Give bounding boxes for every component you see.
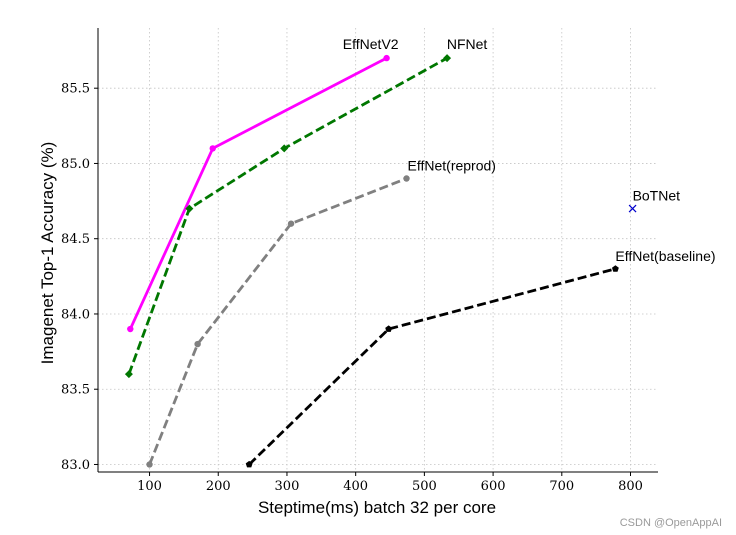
data-point-effnetv2 [383,54,390,62]
data-point-effnet-reprod [146,461,153,468]
series-label-effnet-baseline: EffNet(baseline) [615,248,715,264]
y-axis-title: Imagenet Top-1 Accuracy (%) [38,142,57,365]
x-tick-label: 300 [275,479,300,494]
x-tick-label: 800 [618,479,643,494]
x-axis-title: Steptime(ms) batch 32 per core [258,498,496,517]
series-label-nfnet: NFNet [447,36,488,52]
data-point-effnet-baseline [245,460,253,468]
data-point-nfnet [443,54,452,63]
data-point-effnetv2 [209,145,216,152]
data-point-botnet [628,204,637,213]
data-point-effnet-baseline [385,325,393,332]
y-tick-label: 83.5 [61,383,90,398]
data-point-effnet-reprod [194,340,201,348]
grid-lines [98,28,658,472]
data-point-effnet-reprod [403,175,410,182]
y-tick-label: 84.5 [61,232,90,247]
data-point-effnetv2 [127,325,134,333]
ticks: 100 200 300 400 500 600 700 800 83.0 83.5 84.0 84.5… [61,82,643,494]
data-point-nfnet [185,204,194,213]
y-tick-label: 85.5 [61,82,90,97]
series-line-effnet-baseline [248,267,616,466]
series-label-botnet: BoTNet [633,188,681,204]
series-label-effnetv2: EffNetV2 [343,36,399,52]
y-tick-label: 83.0 [61,458,90,473]
series-line-effnetv2 [129,56,388,330]
data-point-nfnet [124,370,133,379]
series-label-effnet-reprod: EffNet(reprod) [408,158,496,174]
watermark: CSDN @OpenAppAI [620,517,722,529]
x-tick-label: 500 [412,479,437,494]
y-tick-label: 84.0 [61,307,90,322]
x-tick-label: 700 [549,479,574,494]
axes [97,28,658,473]
y-tick-label: 85.0 [61,157,90,172]
x-tick-label: 400 [343,479,368,494]
series-effnet-reprod [146,175,410,468]
x-tick-label: 100 [137,479,162,494]
series-line-effnet-reprod [148,177,408,465]
series-labels: EffNetV2 NFNet EffNet(reprod) EffNet(baseli… [343,36,716,264]
series-nfnet [124,54,452,379]
data-point-effnet-reprod [287,220,295,227]
series-line-nfnet [127,56,448,375]
data-point-nfnet [280,144,289,153]
data-point-effnet-baseline [611,265,619,272]
x-tick-label: 200 [206,479,231,494]
series-effnet-baseline [245,265,619,468]
x-tick-label: 600 [481,479,506,494]
series-group [124,54,637,468]
series-effnetv2 [127,54,390,333]
series-botnet [628,204,637,213]
